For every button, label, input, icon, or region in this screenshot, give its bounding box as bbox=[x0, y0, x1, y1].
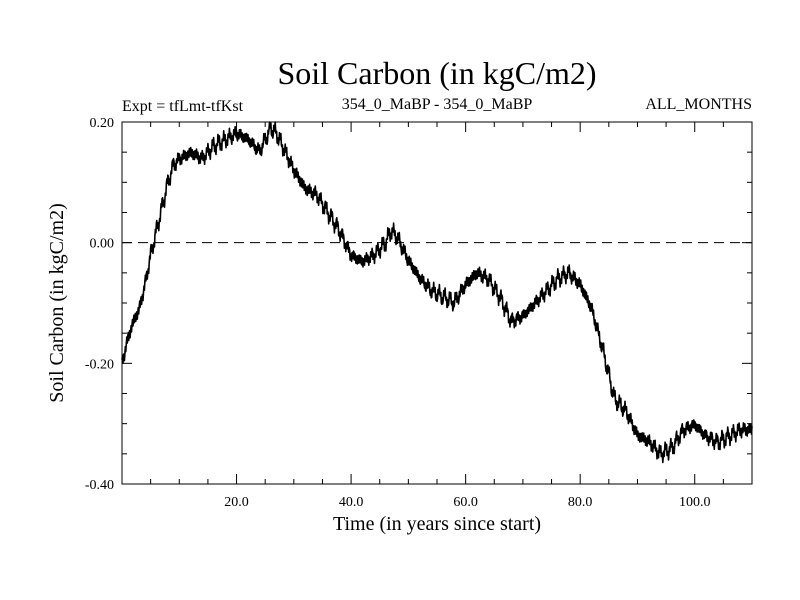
y-axis-label: Soil Carbon (in kgC/m2) bbox=[46, 203, 68, 402]
x-tick-label: 100.0 bbox=[679, 495, 711, 510]
plot-frame bbox=[121, 121, 753, 485]
x-tick-label: 40.0 bbox=[339, 495, 364, 510]
y-tick-label: -0.20 bbox=[85, 357, 114, 372]
y-tick-label: -0.40 bbox=[85, 478, 114, 493]
y-tick-label: 0.00 bbox=[90, 237, 115, 252]
months-label: ALL_MONTHS bbox=[645, 96, 752, 113]
y-tick-labels: 0.20 0.00 -0.20 -0.40 bbox=[85, 116, 114, 493]
x-tick-labels: 20.0 40.0 60.0 80.0 100.0 bbox=[224, 495, 710, 510]
soil-carbon-series-line bbox=[121, 121, 753, 464]
axis-ticks bbox=[122, 122, 753, 484]
x-tick-label: 60.0 bbox=[453, 495, 478, 510]
y-tick-label: 0.20 bbox=[90, 116, 115, 131]
chart-title: Soil Carbon (in kgC/m2) bbox=[277, 55, 596, 91]
x-axis-label: Time (in years since start) bbox=[333, 513, 541, 535]
plot-area bbox=[121, 121, 753, 485]
experiment-label: Expt = tfLmt-tfKst bbox=[122, 98, 244, 115]
period-label: 354_0_MaBP - 354_0_MaBP bbox=[342, 96, 533, 113]
x-tick-label: 20.0 bbox=[224, 495, 249, 510]
x-tick-label: 80.0 bbox=[568, 495, 593, 510]
